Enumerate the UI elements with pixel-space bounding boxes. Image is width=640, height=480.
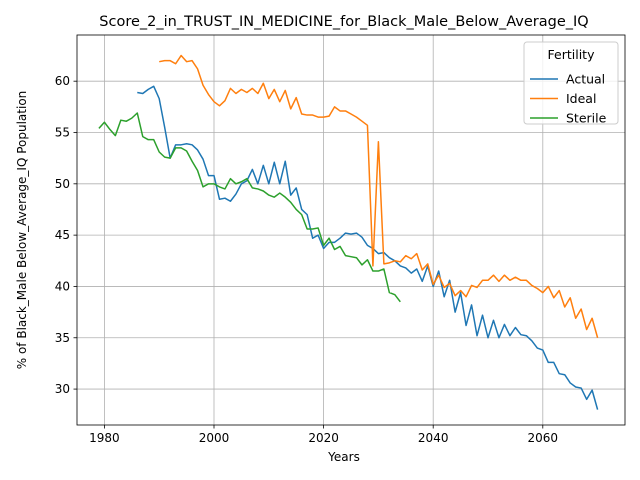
legend-title: Fertility <box>548 47 596 62</box>
y-tick-label: 55 <box>55 126 70 140</box>
series-line-ideal <box>159 54 599 338</box>
grid <box>77 35 625 425</box>
x-tick-label: 2040 <box>418 431 449 445</box>
chart-title: Score_2_in_TRUST_IN_MEDICINE_for_Black_M… <box>99 14 588 30</box>
y-tick-label: 35 <box>55 331 70 345</box>
legend: Fertility Actual Ideal Sterile <box>523 41 619 126</box>
x-tick-label: 2020 <box>308 431 339 445</box>
y-tick-label: 40 <box>55 279 70 293</box>
plot-frame <box>76 34 626 426</box>
legend-box <box>523 41 619 125</box>
x-tick-label: 2060 <box>528 431 559 445</box>
x-axis-label: Years <box>327 450 360 464</box>
y-tick-label: 60 <box>55 74 70 88</box>
y-tick-label: 50 <box>55 177 70 191</box>
legend-label-ideal: Ideal <box>566 91 596 106</box>
y-tick-label: 30 <box>55 382 70 396</box>
x-tick-label: 2000 <box>199 431 230 445</box>
y-axis: 30 35 40 45 50 55 60 <box>55 74 77 396</box>
legend-items: Actual Ideal Sterile <box>530 72 607 126</box>
series-layer <box>98 54 599 410</box>
legend-label-actual: Actual <box>566 72 605 87</box>
y-tick-label: 45 <box>55 228 70 242</box>
legend-label-sterile: Sterile <box>566 111 607 126</box>
x-tick-label: 1980 <box>89 431 120 445</box>
x-axis: 1980 2000 2020 2040 2060 <box>89 425 558 445</box>
series-line-actual <box>137 85 599 410</box>
series-line-sterile <box>98 112 401 303</box>
y-axis-label: % of Black_Male Below_Average_IQ Populat… <box>15 91 29 370</box>
